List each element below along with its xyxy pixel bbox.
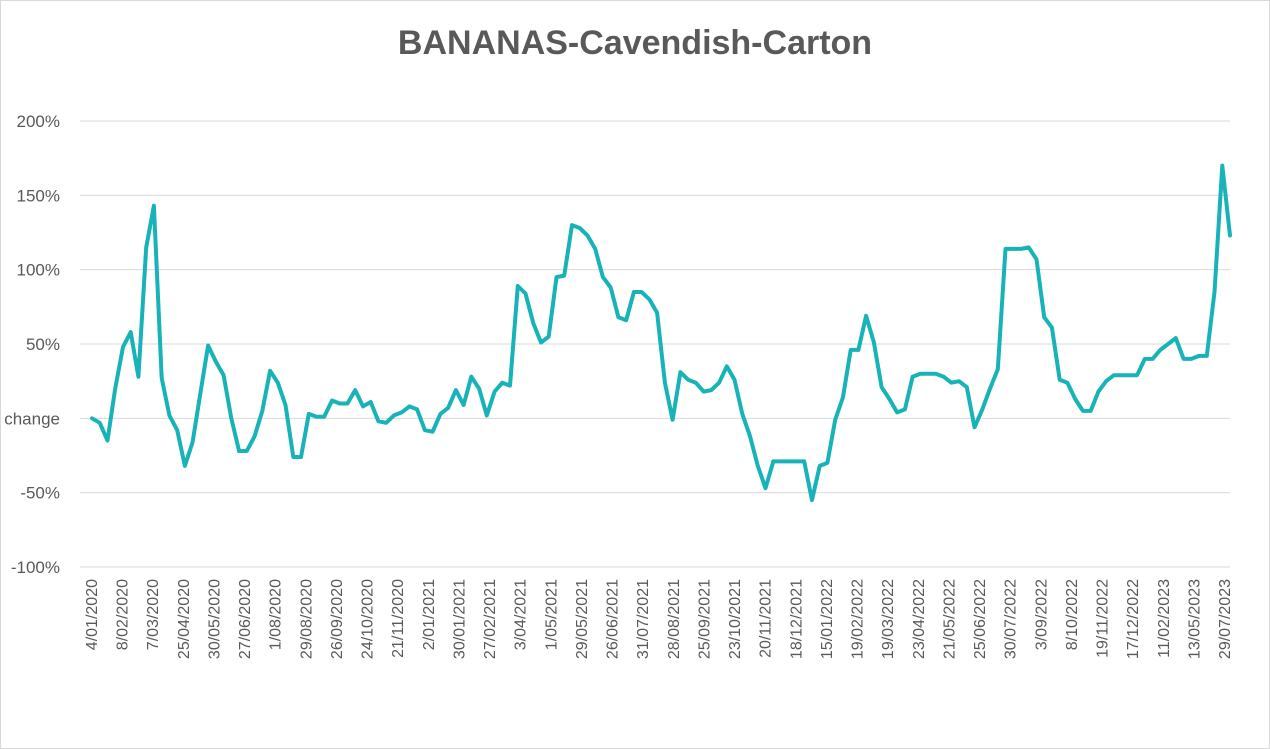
y-tick-label: 100% xyxy=(17,261,60,280)
y-tick-label: 150% xyxy=(17,186,60,205)
y-tick-label: -100% xyxy=(11,558,60,577)
x-tick-label: 30/07/2022 xyxy=(1003,579,1020,659)
x-tick-label: 31/07/2021 xyxy=(635,579,652,659)
x-tick-label: 18/12/2021 xyxy=(788,579,805,659)
series-line xyxy=(90,163,1232,503)
chart-title: BANANAS-Cavendish-Carton xyxy=(397,24,873,62)
x-tick-label: 23/10/2021 xyxy=(727,579,744,659)
x-tick-label: 13/05/2023 xyxy=(1186,579,1203,659)
x-tick-label: 27/02/2021 xyxy=(482,579,499,659)
x-tick-label: 19/03/2022 xyxy=(880,579,897,659)
x-tick-label: 25/09/2021 xyxy=(696,579,713,659)
x-tick-label: 25/06/2022 xyxy=(972,579,989,659)
x-tick-label: 1/08/2020 xyxy=(268,579,285,650)
x-tick-label: 2/01/2021 xyxy=(421,579,438,650)
x-tick-label: 28/08/2021 xyxy=(666,579,683,659)
x-tick-label: 30/01/2021 xyxy=(451,579,468,659)
x-tick-label: 30/05/2020 xyxy=(206,579,223,659)
x-tick-label: 8/02/2020 xyxy=(115,579,132,650)
x-tick-label: 25/04/2020 xyxy=(176,579,193,659)
x-tick-label: 8/10/2022 xyxy=(1064,579,1081,650)
x-tick-label: 1/05/2021 xyxy=(543,579,560,650)
x-tick-label: 26/06/2021 xyxy=(605,579,622,659)
x-tick-label: 29/07/2023 xyxy=(1217,579,1234,659)
x-tick-label: 7/03/2020 xyxy=(145,579,162,650)
y-axis-label: change xyxy=(4,409,60,428)
y-tick-label: -50% xyxy=(20,484,60,503)
x-tick-label: 29/05/2021 xyxy=(574,579,591,659)
x-tick-label: 17/12/2022 xyxy=(1125,579,1142,659)
x-tick-label: 21/05/2022 xyxy=(941,579,958,659)
x-tick-label: 23/04/2022 xyxy=(911,579,928,659)
x-tick-label: 29/08/2020 xyxy=(298,579,315,659)
x-tick-label: 20/11/2021 xyxy=(758,579,775,658)
x-tick-label: 3/04/2021 xyxy=(513,579,530,650)
x-tick-label: 19/11/2022 xyxy=(1095,579,1112,658)
y-tick-label: 200% xyxy=(17,112,60,131)
x-tick-label: 19/02/2022 xyxy=(850,579,867,659)
x-tick-label: 3/09/2022 xyxy=(1033,579,1050,650)
x-tick-label: 27/06/2020 xyxy=(237,579,254,659)
x-tick-label: 21/11/2020 xyxy=(390,579,407,658)
x-tick-label: 15/01/2022 xyxy=(819,579,836,659)
y-tick-label: 50% xyxy=(26,335,60,354)
x-tick-label: 26/09/2020 xyxy=(329,579,346,659)
x-tick-label: 11/02/2023 xyxy=(1156,579,1173,658)
x-tick-label: 4/01/2020 xyxy=(84,579,101,650)
x-tick-label: 24/10/2020 xyxy=(360,579,377,659)
